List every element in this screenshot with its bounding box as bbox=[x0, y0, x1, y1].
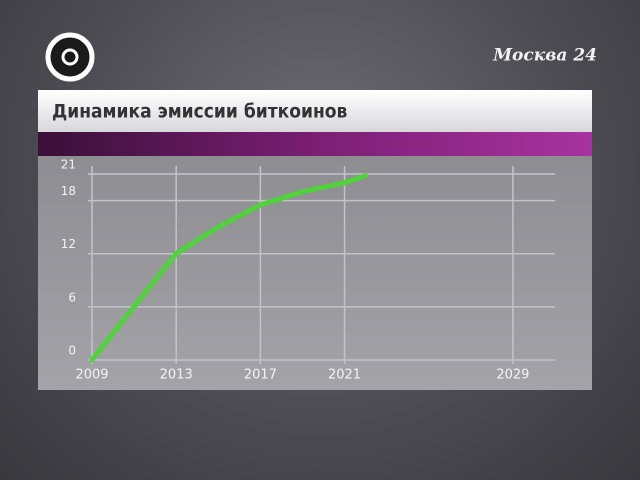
x-tick-label: 2017 bbox=[244, 368, 277, 383]
y-tick-label: 6 bbox=[68, 290, 76, 304]
title-panel bbox=[38, 90, 592, 132]
x-tick-label: 2021 bbox=[328, 368, 361, 383]
x-tick-label: 2013 bbox=[160, 368, 193, 383]
chart-title: Динамика эмиссии биткоинов bbox=[52, 101, 348, 123]
accent-bar bbox=[38, 132, 592, 156]
chart-panel bbox=[38, 156, 592, 390]
y-tick-label: 18 bbox=[61, 184, 76, 198]
y-tick-label: 0 bbox=[68, 344, 76, 358]
channel-name: Москва 24 bbox=[492, 46, 597, 66]
logo bbox=[45, 32, 95, 82]
plot: 0 6 12 18 21 2009 2013 2017 2021 2029 bbox=[61, 158, 555, 383]
x-tick-label: 2029 bbox=[496, 368, 529, 383]
y-tick-label: 12 bbox=[61, 237, 76, 251]
data-line bbox=[89, 173, 369, 363]
y-tick-label: 21 bbox=[61, 158, 76, 172]
x-tick-label: 2009 bbox=[75, 368, 108, 383]
